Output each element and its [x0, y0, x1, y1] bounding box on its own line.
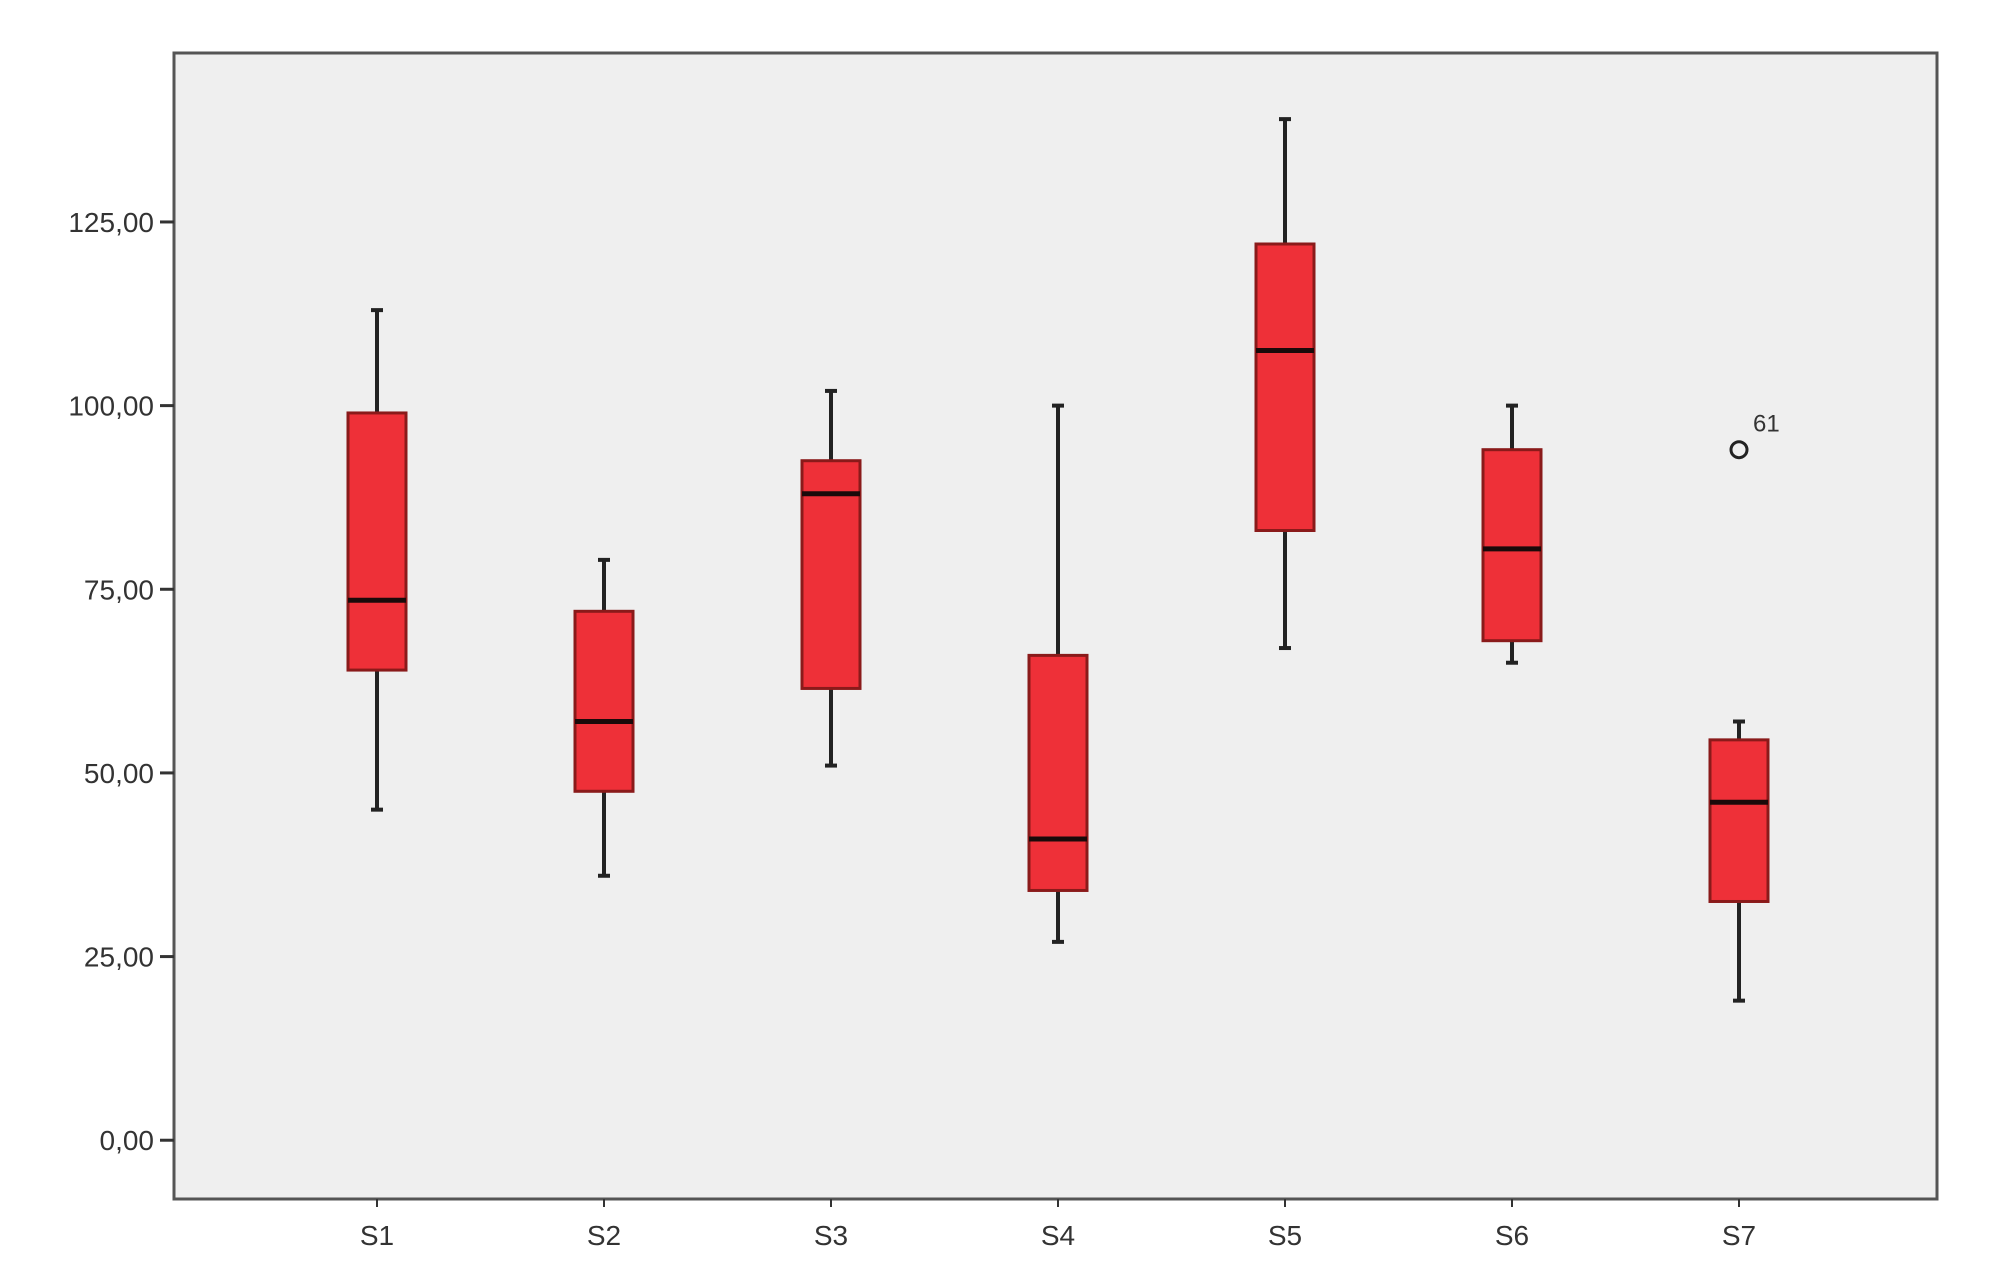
outlier-label: 61: [1753, 411, 1780, 438]
x-tick-label: S1: [360, 1220, 394, 1251]
outlier-point: [1729, 440, 1749, 460]
outliers-layer: 61: [1729, 411, 1780, 460]
plot-area: [172, 51, 1939, 1201]
box-s7: [1708, 719, 1770, 1003]
y-tick-label: 25,00: [84, 942, 154, 973]
boxes-layer: [346, 117, 1770, 1003]
box-s2: [573, 557, 635, 878]
box-s6: [1481, 403, 1543, 665]
box-iqr: [1708, 738, 1770, 903]
box-iqr: [1027, 653, 1089, 892]
box-iqr: [800, 459, 862, 690]
y-tick-label: 50,00: [84, 758, 154, 789]
y-tick-label: 75,00: [84, 574, 154, 605]
x-tick-label: S5: [1268, 1220, 1302, 1251]
y-tick-label: 100,00: [68, 391, 154, 422]
x-tick-label: S2: [587, 1220, 621, 1251]
x-tick-label: S3: [814, 1220, 848, 1251]
box-s4: [1027, 403, 1089, 944]
y-tick-label: 125,00: [68, 207, 154, 238]
y-axis: 0,00 25,00 50,00 75,00 100,00 125,00: [68, 207, 174, 1156]
box-s1: [346, 308, 408, 812]
x-tick-label: S7: [1722, 1220, 1756, 1251]
x-axis: S1 S2 S3 S4 S5 S6 S7: [360, 1199, 1756, 1251]
box-iqr: [1481, 448, 1543, 643]
box-s5: [1254, 117, 1316, 651]
y-tick-label: 0,00: [100, 1125, 155, 1156]
box-iqr: [573, 609, 635, 793]
box-iqr: [346, 411, 408, 672]
box-iqr: [1254, 242, 1316, 532]
box-s3: [800, 388, 862, 768]
x-tick-label: S6: [1495, 1220, 1529, 1251]
x-tick-label: S4: [1041, 1220, 1075, 1251]
